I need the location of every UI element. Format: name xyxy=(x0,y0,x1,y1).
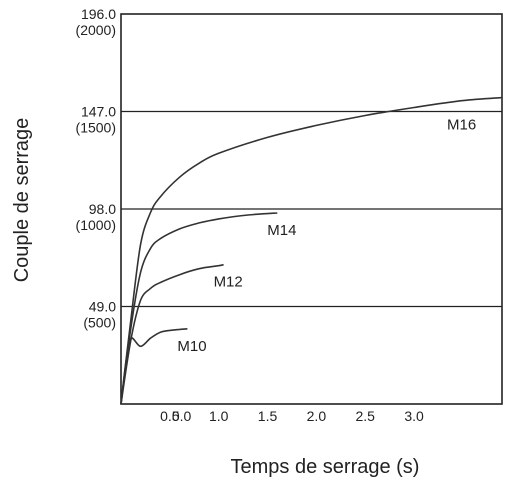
series-label-m16: M16 xyxy=(447,117,476,134)
x-tick-label-0: 0.5 xyxy=(160,408,180,424)
series-label-m14: M14 xyxy=(267,222,296,239)
x-axis-title: Temps de serrage (s) xyxy=(231,456,420,478)
x-axis-ticks: 0.5 1.0 1.5 2.0 2.5 3.0 0.0 xyxy=(160,408,424,424)
y-tick-label-3: 196.0 xyxy=(81,6,116,22)
y-tick-sublabel-0: (500) xyxy=(83,315,116,331)
series-label-m10: M10 xyxy=(177,338,206,355)
y-tick-sublabel-2: (1500) xyxy=(76,120,116,136)
series-line-m16 xyxy=(120,96,503,405)
series-lines xyxy=(120,96,503,405)
plot-area: M10 M12 M14 M16 xyxy=(120,13,503,405)
series-line-m14 xyxy=(120,212,278,405)
x-tick-label-extra: 0.0 xyxy=(172,408,192,424)
y-axis-ticks: 49.0(500) 98.0(1000) 147.0(1500) 196.0(2000… xyxy=(76,6,117,331)
series-line-m12 xyxy=(120,263,224,405)
x-tick-label-4: 2.5 xyxy=(355,408,375,424)
series-labels: M10 M12 M14 M16 xyxy=(177,117,476,355)
y-tick-label-0: 49.0 xyxy=(89,299,116,315)
y-axis-title: Couple de serrage xyxy=(11,118,33,283)
x-tick-label-3: 2.0 xyxy=(307,408,327,424)
y-tick-label-2: 147.0 xyxy=(81,104,116,120)
y-tick-sublabel-3: (2000) xyxy=(76,22,116,38)
y-tick-label-1: 98.0 xyxy=(89,201,116,217)
x-tick-label-1: 1.0 xyxy=(209,408,229,424)
x-tick-label-5: 3.0 xyxy=(404,408,424,424)
x-tick-label-2: 1.5 xyxy=(258,408,278,424)
y-tick-sublabel-1: (1000) xyxy=(76,217,116,233)
series-label-m12: M12 xyxy=(214,274,243,291)
gridlines xyxy=(121,110,502,308)
